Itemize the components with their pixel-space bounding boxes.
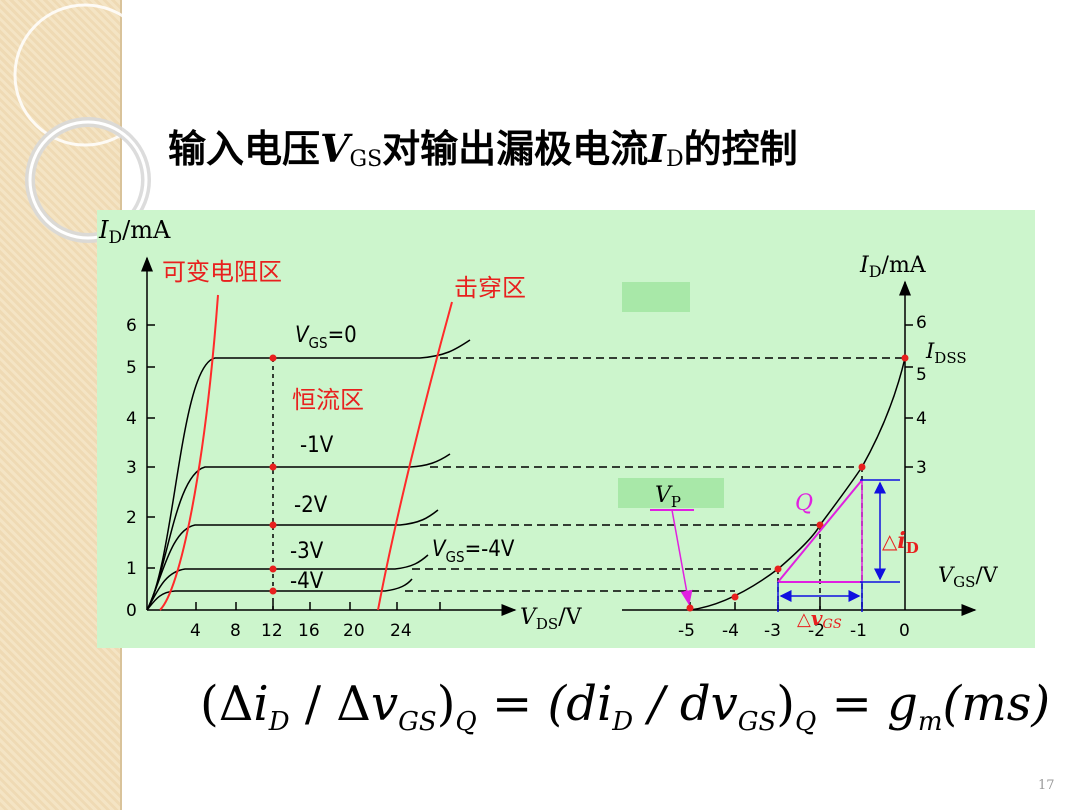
formula-eq1: = — [476, 676, 548, 732]
left-y-tick-2: 2 — [126, 508, 137, 528]
label-patch-2 — [618, 478, 724, 508]
breakdown-boundary — [377, 301, 453, 611]
curve-vgs-m3 — [146, 554, 429, 611]
right-y-tick-4: 4 — [916, 409, 927, 429]
left-x-tick-4: 4 — [190, 621, 201, 641]
vp-label: VP — [655, 483, 681, 511]
left-x-tick-16: 16 — [298, 621, 320, 641]
formula-eq2: = — [816, 676, 888, 732]
curve-vgs-0 — [146, 339, 471, 611]
title-mid: 对输出漏极电流 — [382, 126, 649, 171]
vp-pointer — [671, 509, 693, 606]
right-x-tick-m3: -3 — [764, 621, 781, 641]
formula-lhs-open: (Δ — [200, 676, 254, 732]
formula-mid-v-sub: GS — [737, 707, 777, 737]
title-vgs-symbol: V — [320, 126, 350, 171]
dot-vgs-m4 — [269, 587, 277, 595]
curve-vgs-m1 — [146, 453, 451, 611]
title-suffix: 的控制 — [683, 126, 798, 171]
transfer-dot-q — [816, 521, 824, 529]
right-x-tick-m2: -2 — [808, 621, 825, 641]
region-breakdown: 击穿区 — [454, 274, 526, 302]
dot-vgs-m2 — [269, 521, 277, 529]
tangent-line — [777, 479, 863, 583]
title-id-symbol: I — [648, 126, 666, 171]
formula-g-sub: m — [917, 707, 943, 737]
formula-lhs-i-sub: D — [268, 707, 290, 737]
formula-mid-open: (d — [547, 676, 597, 732]
formula-lhs-v-sub: GS — [398, 707, 437, 737]
right-y-ticks — [905, 324, 913, 468]
left-y-tick-4: 4 — [126, 409, 137, 429]
dot-vgs0 — [269, 354, 277, 362]
region-variable-resistance: 可变电阻区 — [162, 258, 282, 286]
transfer-dot-m3 — [774, 565, 782, 573]
left-y-tick-6: 6 — [126, 316, 137, 336]
label-vgs-m4: -4V — [290, 569, 324, 594]
formula-lhs-i: i — [253, 676, 269, 732]
slide-title: 输入电压VGS对输出漏极电流ID的控制 — [168, 118, 798, 173]
left-y-tick-1: 1 — [126, 559, 137, 579]
title-id-sub: D — [665, 147, 684, 172]
formula-mid-close: ) — [776, 676, 796, 732]
curve-vgs-m2 — [146, 509, 439, 611]
left-y-ticks — [147, 324, 155, 569]
label-vgs-m2: -2V — [294, 493, 328, 518]
dot-vgs-m3 — [269, 565, 277, 573]
transfer-dot-vp — [686, 604, 694, 612]
formula-mid-i-sub: D — [612, 707, 634, 737]
title-vgs-sub: GS — [349, 147, 383, 172]
dot-vgs-m1 — [269, 463, 277, 471]
idss-label: IDSS — [925, 339, 967, 367]
right-y-tick-5: 5 — [916, 365, 927, 385]
label-vgs-m3: -3V — [290, 539, 324, 564]
title-prefix: 输入电压 — [168, 126, 321, 171]
formula-mid-i: i — [596, 676, 613, 732]
right-x-axis-label: VGS/V — [938, 563, 999, 591]
formula-lhs-q: Q — [455, 707, 477, 737]
formula-lhs-close: ) — [436, 676, 456, 732]
formula-mid-div: / d — [633, 676, 711, 732]
left-y-axis-label: ID/mA — [98, 216, 171, 248]
formula-units: (ms) — [942, 676, 1051, 732]
transfer-dot-m4 — [731, 593, 739, 601]
variable-resistance-boundary — [159, 294, 219, 611]
decorative-rings — [13, 3, 157, 243]
left-y-tick-0: 0 — [126, 601, 137, 621]
right-x-tick-m1: -1 — [850, 621, 867, 641]
page-number: 17 — [1038, 778, 1055, 793]
formula-mid-q: Q — [795, 707, 817, 737]
right-y-tick-6: 6 — [916, 313, 927, 333]
formula-lhs-v: v — [370, 676, 399, 732]
formula-lhs-div: / Δ — [289, 676, 371, 732]
curve-vgs-m4 — [146, 578, 413, 611]
label-patch-1 — [622, 282, 690, 312]
delta-id-label: △iD — [882, 528, 919, 557]
formula-mid-v: v — [710, 676, 738, 732]
delta-vgs-label: △vGS — [797, 606, 842, 632]
label-vgs-0: VGS=0 — [295, 323, 357, 352]
left-x-tick-24: 24 — [390, 621, 412, 641]
region-constant-current: 恒流区 — [292, 386, 364, 414]
right-x-tick-m5: -5 — [678, 621, 695, 641]
transfer-dot-idss — [901, 354, 909, 362]
transconductance-formula: (ΔiD / ΔvGS)Q = (diD / dvGS)Q = gm(ms) — [200, 676, 1050, 737]
left-x-tick-20: 20 — [343, 621, 365, 641]
right-y-axis-label: ID/mA — [859, 253, 927, 281]
left-x-tick-12: 12 — [261, 621, 283, 641]
left-y-tick-5: 5 — [126, 358, 137, 378]
formula-g: g — [887, 676, 918, 732]
right-x-tick-0: 0 — [899, 621, 910, 641]
right-y-tick-3: 3 — [916, 458, 927, 478]
transfer-dot-m1 — [858, 463, 866, 471]
label-vgs-m1: -1V — [300, 433, 334, 458]
label-vgs-4v: VGS=-4V — [432, 537, 515, 566]
left-y-tick-3: 3 — [126, 458, 137, 478]
right-x-tick-m4: -4 — [722, 621, 739, 641]
q-label: Q — [795, 491, 813, 516]
left-x-tick-8: 8 — [230, 621, 241, 641]
left-x-axis-label: VDS/V — [520, 605, 583, 633]
